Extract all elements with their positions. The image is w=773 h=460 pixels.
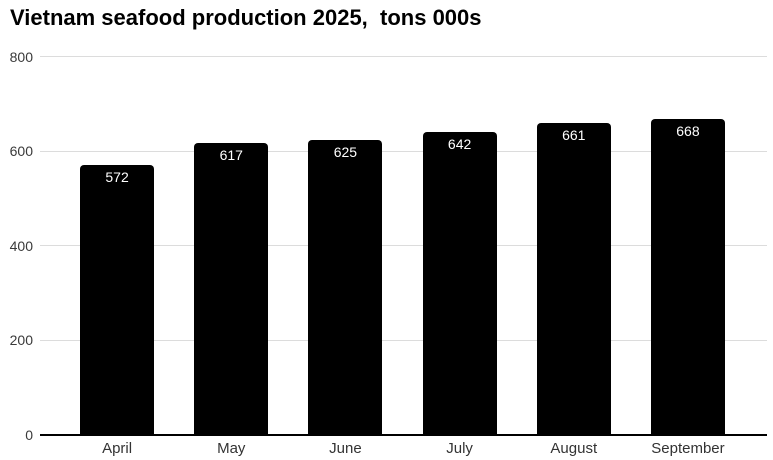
- x-category-label: April: [102, 440, 133, 457]
- x-category-label: June: [329, 440, 362, 457]
- bar-slot-june: 625 June: [288, 57, 402, 456]
- bar-value-label: 668: [676, 123, 700, 140]
- bar-may: 617: [194, 143, 269, 435]
- plot-area: 0 200 400 600 800 572 April 617 May 625 June 642 Ju…: [10, 50, 767, 456]
- bar-september: 668: [650, 119, 725, 435]
- bar-june: 625: [308, 139, 383, 435]
- bars-layer: 572 April 617 May 625 June 642 July 661 August 668…: [60, 57, 745, 456]
- gridline-400: 400: [10, 239, 767, 253]
- y-tick-label: 0: [25, 426, 33, 443]
- x-axis-line: [40, 434, 767, 436]
- y-tick-label: 600: [9, 143, 33, 159]
- bar-slot-september: 668 September: [631, 57, 745, 456]
- bar-value-label: 617: [219, 147, 243, 164]
- x-category-label: May: [217, 440, 246, 457]
- bar-value-label: 661: [562, 126, 586, 143]
- y-tick-label: 800: [9, 48, 33, 65]
- bar-slot-april: 572 April: [60, 57, 174, 456]
- chart-title: Vietnam seafood production 2025, tons 00…: [10, 5, 482, 30]
- bar-slot-july: 642 July: [403, 57, 517, 456]
- bar-july: 642: [422, 131, 497, 435]
- gridline-800: 800: [10, 50, 767, 64]
- x-category-label: July: [446, 440, 473, 457]
- y-tick-label: 400: [9, 237, 33, 254]
- y-tick-label: 200: [9, 332, 33, 348]
- bar-value-label: 572: [105, 168, 129, 185]
- x-category-label: August: [550, 440, 598, 457]
- gridline-600: 600: [10, 144, 767, 158]
- bar-value-label: 625: [333, 143, 358, 160]
- bar-april: 572: [80, 164, 155, 435]
- bar-august: 661: [536, 122, 611, 435]
- gridline-200: 200: [10, 333, 767, 347]
- x-category-label: September: [651, 440, 725, 457]
- bar-slot-may: 617 May: [174, 57, 288, 456]
- bar-value-label: 642: [447, 135, 472, 152]
- bar-slot-august: 661 August: [517, 57, 631, 456]
